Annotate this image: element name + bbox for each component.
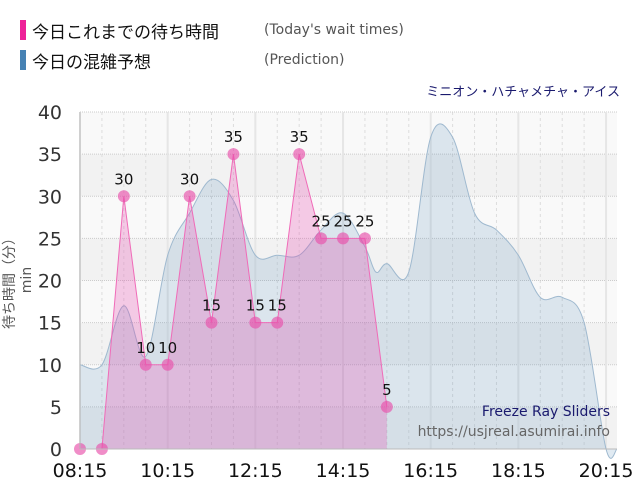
today-data-label: 15: [202, 297, 221, 315]
today-point: [161, 358, 174, 371]
y-tick-label: 20: [38, 271, 62, 293]
legend-item-today: 今日これまでの待ち時間 (Today's wait times): [20, 19, 404, 43]
legend-item-prediction: 今日の混雑予想 (Prediction): [20, 49, 345, 73]
today-data-label: 15: [246, 297, 265, 315]
legend-swatch-prediction: [20, 50, 26, 70]
plot-band: [80, 196, 617, 239]
today-point: [271, 316, 284, 329]
plot-band: [80, 154, 617, 197]
watermark-url: https://usjreal.asumirai.info: [418, 424, 610, 440]
today-point: [205, 316, 218, 329]
today-point: [249, 316, 262, 329]
today-point: [293, 148, 306, 161]
x-tick-label: 12:15: [228, 460, 283, 482]
today-data-label: 5: [382, 381, 392, 399]
x-tick-label: 16:15: [403, 460, 458, 482]
today-data-label: 25: [312, 212, 331, 230]
today-data-label: 35: [290, 128, 309, 146]
y-tick-label: 10: [38, 355, 62, 377]
plot-band: [80, 364, 617, 407]
legend-sub-prediction: (Prediction): [264, 52, 345, 68]
x-tick-label: 14:15: [316, 460, 371, 482]
legend-sub-today: (Today's wait times): [264, 22, 404, 38]
legend-swatch-today: [20, 20, 26, 40]
today-point: [139, 358, 152, 371]
today-point: [183, 190, 196, 203]
y-tick-label: 25: [38, 228, 62, 250]
y-tick-label: 30: [38, 186, 62, 208]
today-point: [227, 148, 240, 161]
y-tick-label: 5: [50, 397, 62, 419]
today-data-label: 15: [268, 297, 287, 315]
legend-label-prediction: 今日の混雑予想: [32, 52, 151, 73]
today-data-label: 25: [333, 212, 352, 230]
today-data-label: 10: [158, 339, 177, 357]
today-point: [315, 232, 328, 245]
y-tick-label: 35: [38, 144, 62, 166]
today-point: [117, 190, 130, 203]
y-tick-label: 40: [38, 102, 62, 124]
today-data-label: 30: [114, 170, 133, 188]
y-tick-label: 0: [50, 439, 62, 461]
attraction-name: ミニオン・ハチャメチャ・アイス: [426, 85, 620, 100]
y-tick-label: 15: [38, 313, 62, 335]
x-tick-label: 08:15: [53, 460, 108, 482]
today-data-label: 30: [180, 170, 199, 188]
plot-band: [80, 406, 617, 449]
x-tick-label: 18:15: [491, 460, 546, 482]
plot-band: [80, 322, 617, 365]
watermark-title: Freeze Ray Sliders: [482, 404, 610, 420]
prediction-area: [80, 123, 617, 459]
plot-band: [80, 112, 617, 155]
legend-label-today: 今日これまでの待ち時間: [32, 22, 219, 43]
today-point: [380, 400, 393, 413]
today-point: [337, 232, 350, 245]
today-area: [80, 154, 387, 449]
x-tick-label: 10:15: [140, 460, 195, 482]
today-point: [358, 232, 371, 245]
plot-band: [80, 280, 617, 323]
today-data-label: 35: [224, 128, 243, 146]
x-tick-label: 20:15: [579, 460, 634, 482]
today-data-label: 10: [136, 339, 155, 357]
today-data-label: 25: [355, 212, 374, 230]
